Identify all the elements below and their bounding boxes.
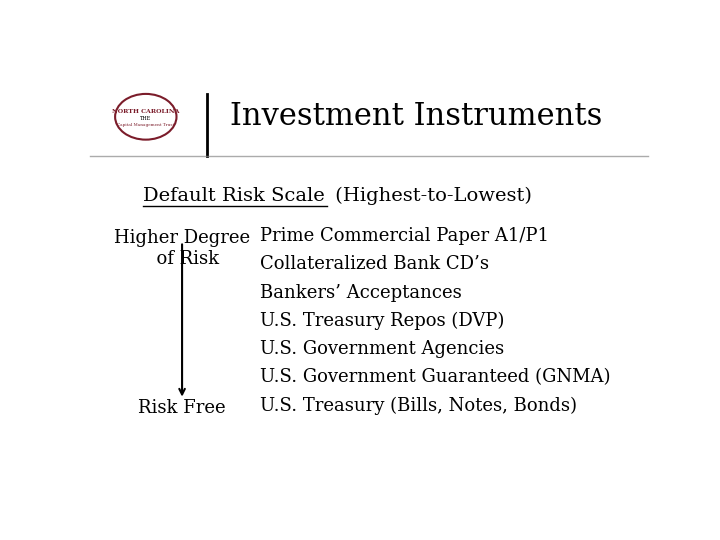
Text: Higher Degree
  of Risk: Higher Degree of Risk xyxy=(114,229,250,268)
Text: Risk Free: Risk Free xyxy=(138,399,226,417)
Text: Capital Management Trust: Capital Management Trust xyxy=(117,123,174,127)
Text: U.S. Government Agencies: U.S. Government Agencies xyxy=(260,340,504,358)
Text: (Highest-to-Lowest): (Highest-to-Lowest) xyxy=(329,187,531,205)
Text: Default Risk Scale: Default Risk Scale xyxy=(143,187,325,205)
Text: Prime Commercial Paper A1/P1: Prime Commercial Paper A1/P1 xyxy=(260,227,549,245)
Text: Bankers’ Acceptances: Bankers’ Acceptances xyxy=(260,284,462,301)
Text: NORTH CAROLINA: NORTH CAROLINA xyxy=(112,109,179,114)
Text: U.S. Treasury Repos (DVP): U.S. Treasury Repos (DVP) xyxy=(260,312,505,330)
Text: Investment Instruments: Investment Instruments xyxy=(230,102,602,132)
Text: Collateralized Bank CD’s: Collateralized Bank CD’s xyxy=(260,255,489,273)
Text: U.S. Treasury (Bills, Notes, Bonds): U.S. Treasury (Bills, Notes, Bonds) xyxy=(260,396,577,415)
Text: THE: THE xyxy=(140,116,151,120)
Text: U.S. Government Guaranteed (GNMA): U.S. Government Guaranteed (GNMA) xyxy=(260,368,611,386)
